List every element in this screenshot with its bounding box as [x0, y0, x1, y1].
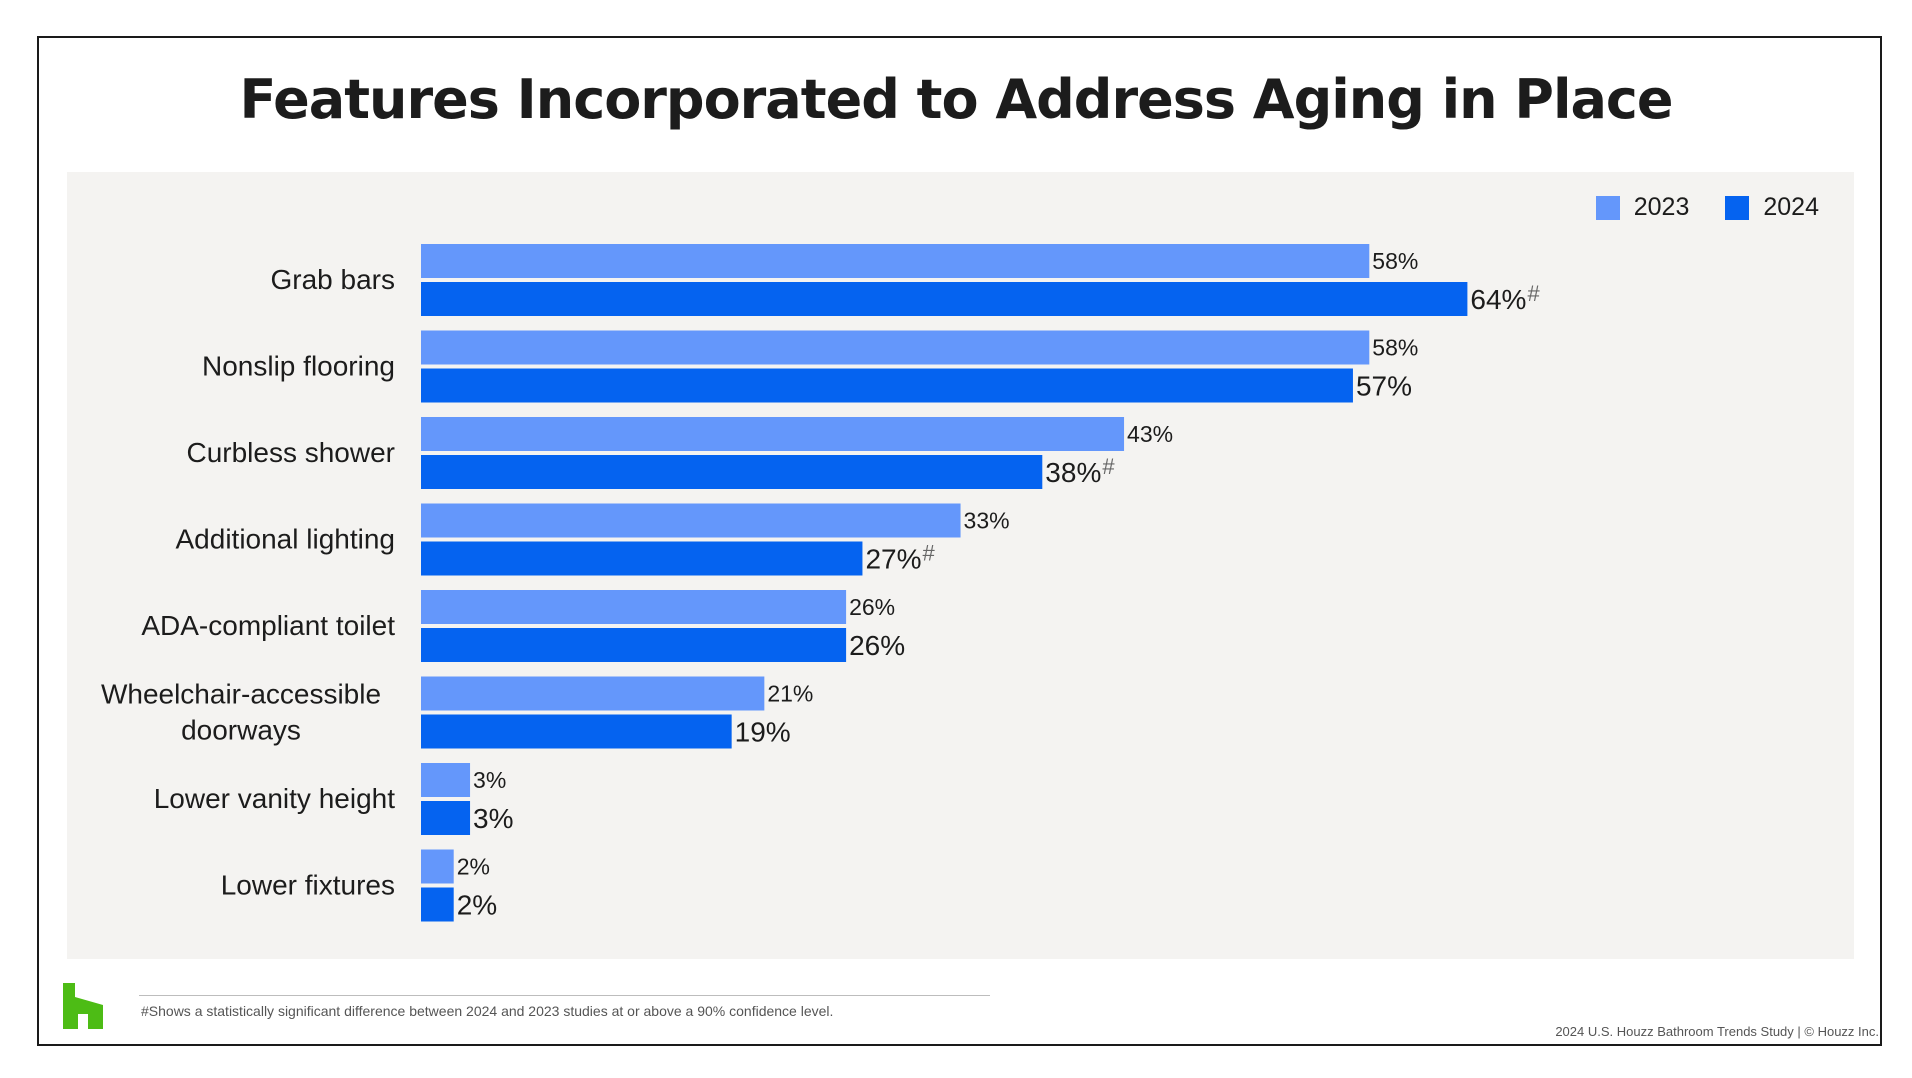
bar-lower-vanity-height-2024: [421, 801, 471, 835]
bar-ada-compliant-toilet-2023: [421, 590, 847, 624]
significance-marker-grab-bars-2024: #: [1527, 281, 1540, 306]
bar-ada-compliant-toilet-2024: [421, 628, 847, 662]
data-label-ada-compliant-toilet-2024: 26%: [849, 630, 905, 661]
data-label-lower-vanity-height-2024: 3%: [473, 803, 513, 834]
bar-lower-vanity-height-2023: [421, 763, 471, 797]
data-label-curbless-shower-2023: 43%: [1127, 421, 1173, 447]
data-label-grab-bars-2024: 64%: [1470, 284, 1526, 315]
legend: 2023 2024: [1576, 193, 1819, 222]
bar-curbless-shower-2024: [421, 455, 1043, 489]
data-label-lower-fixtures-2024: 2%: [457, 890, 497, 921]
legend-item-2023: 2023: [1595, 193, 1690, 222]
category-label-wheelchair-accessible-doorways-line-2: doorways: [181, 715, 301, 746]
legend-label-2023: 2023: [1633, 193, 1690, 221]
legend-swatch-2023: [1595, 195, 1620, 220]
bar-nonslip-flooring-2024: [421, 368, 1353, 403]
legend-item-2024: 2024: [1725, 193, 1819, 222]
data-label-nonslip-flooring-2024: 57%: [1356, 371, 1412, 402]
houzz-logo-icon: [63, 983, 103, 1029]
bar-wheelchair-accessible-doorways-2024: [421, 714, 732, 749]
legend-label-2024: 2024: [1763, 193, 1819, 221]
category-label-ada-compliant-toilet: ADA-compliant toilet: [141, 610, 395, 641]
significance-marker-additional-lighting-2024: #: [922, 541, 935, 566]
category-label-curbless-shower: Curbless shower: [186, 437, 395, 468]
category-label-lower-fixtures: Lower fixtures: [221, 870, 395, 901]
data-label-additional-lighting-2024: 27%: [865, 544, 921, 575]
bar-wheelchair-accessible-doorways-2023: [421, 676, 765, 711]
category-label-lower-vanity-height: Lower vanity height: [154, 783, 395, 814]
data-label-ada-compliant-toilet-2023: 26%: [849, 594, 895, 620]
data-label-wheelchair-accessible-doorways-2024: 19%: [735, 717, 791, 748]
category-label-grab-bars: Grab bars: [271, 264, 396, 295]
category-label-wheelchair-accessible-doorways-line-1: Wheelchair-accessible: [101, 679, 381, 710]
data-label-grab-bars-2023: 58%: [1372, 248, 1418, 274]
data-label-additional-lighting-2023: 33%: [964, 508, 1010, 534]
footnote-divider: [139, 995, 990, 996]
data-label-wheelchair-accessible-doorways-2023: 21%: [767, 681, 813, 707]
bar-additional-lighting-2023: [421, 503, 961, 538]
bar-lower-fixtures-2023: [421, 849, 454, 884]
data-label-lower-vanity-height-2023: 3%: [473, 767, 506, 793]
data-label-lower-fixtures-2023: 2%: [457, 854, 490, 880]
source-credit: 2024 U.S. Houzz Bathroom Trends Study | …: [1555, 1024, 1879, 1039]
bar-curbless-shower-2023: [421, 417, 1125, 451]
chart-title: Features Incorporated to Address Aging i…: [239, 68, 1673, 131]
bar-lower-fixtures-2024: [421, 887, 454, 922]
bar-additional-lighting-2024: [421, 541, 863, 576]
data-label-nonslip-flooring-2023: 58%: [1372, 335, 1418, 361]
data-label-curbless-shower-2024: 38%: [1045, 457, 1101, 488]
category-label-nonslip-flooring: Nonslip flooring: [202, 351, 395, 382]
footnote: #Shows a statistically significant diffe…: [141, 1003, 834, 1019]
bar-grab-bars-2023: [421, 244, 1370, 278]
category-label-additional-lighting: Additional lighting: [176, 524, 396, 555]
legend-swatch-2024: [1725, 195, 1750, 220]
bar-grab-bars-2024: [421, 282, 1468, 316]
significance-marker-curbless-shower-2024: #: [1102, 454, 1115, 479]
bar-nonslip-flooring-2023: [421, 330, 1370, 365]
